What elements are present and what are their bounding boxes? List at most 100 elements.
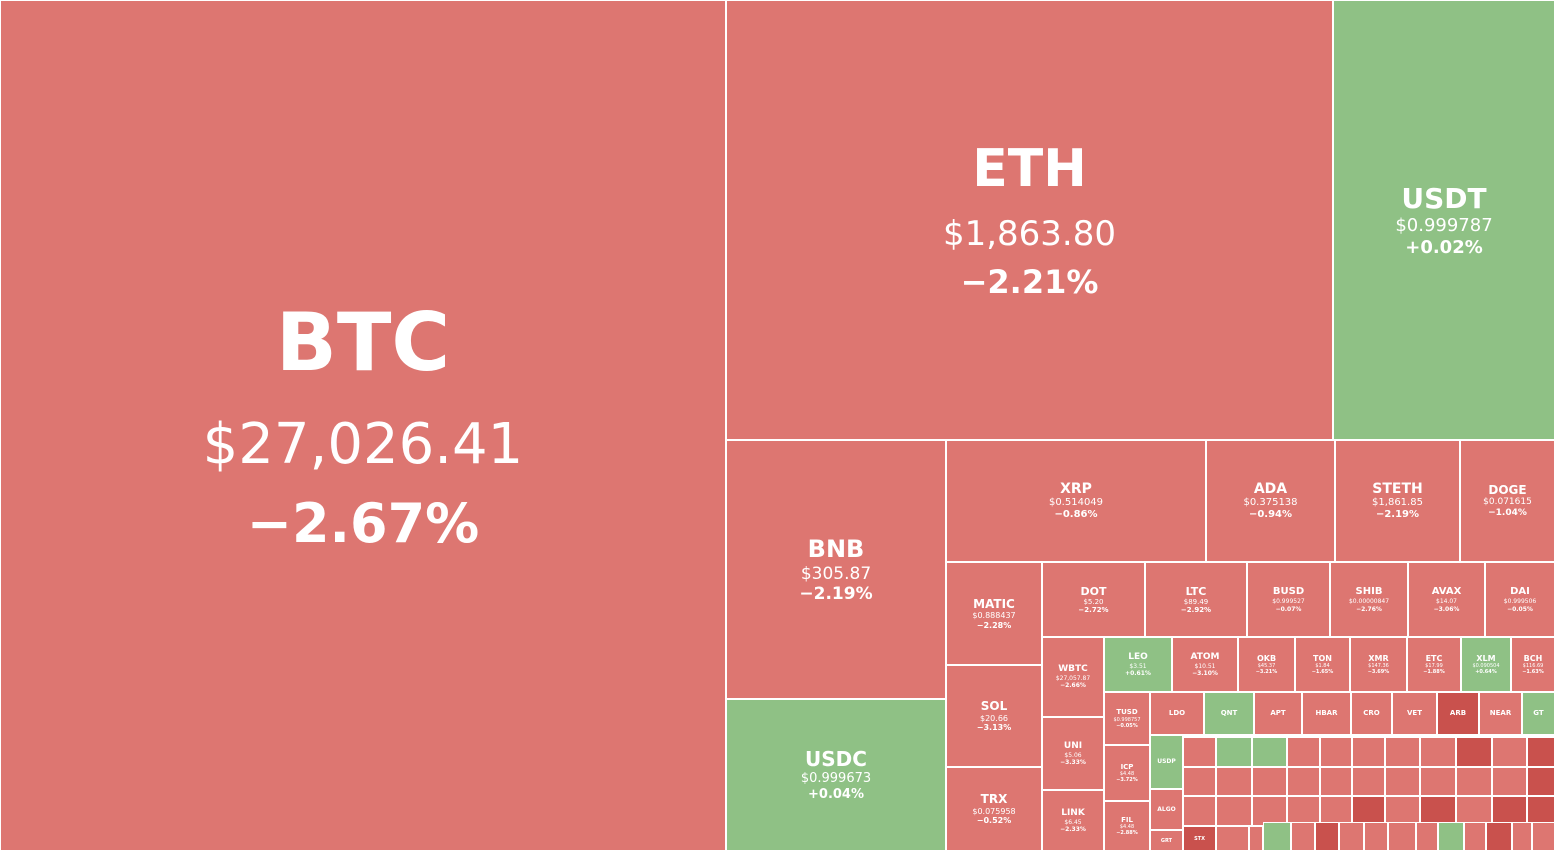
tile-small[interactable] bbox=[1183, 796, 1216, 826]
tile-arb[interactable]: ARB bbox=[1437, 692, 1479, 735]
tile-ldo[interactable]: LDO bbox=[1150, 692, 1204, 735]
tile-small[interactable] bbox=[1456, 767, 1492, 796]
tile-small[interactable] bbox=[1456, 796, 1492, 826]
tile-small[interactable] bbox=[1512, 822, 1532, 851]
tile-ada[interactable]: ADA $0.375138 −0.94% bbox=[1206, 440, 1335, 562]
tile-small[interactable] bbox=[1216, 796, 1252, 826]
tile-hbar[interactable]: HBAR bbox=[1302, 692, 1351, 735]
tile-busd[interactable]: BUSD $0.999527 −0.07% bbox=[1247, 562, 1330, 637]
tile-small[interactable] bbox=[1249, 826, 1263, 851]
tile-tusd[interactable]: TUSD $0.998757 −0.05% bbox=[1104, 692, 1150, 745]
tile-wbtc[interactable]: WBTC $27,057.87 −2.66% bbox=[1042, 637, 1104, 717]
tile-bnb[interactable]: BNB $305.87 −2.19% bbox=[726, 440, 946, 699]
tile-small[interactable] bbox=[1252, 767, 1287, 796]
tile-xmr[interactable]: XMR $147.36 −3.69% bbox=[1350, 637, 1407, 692]
tile-ton[interactable]: TON $1.84 −1.65% bbox=[1295, 637, 1350, 692]
tile-small[interactable] bbox=[1287, 767, 1320, 796]
tile-steth[interactable]: STETH $1,861.85 −2.19% bbox=[1335, 440, 1460, 562]
change-label: −2.19% bbox=[1375, 509, 1420, 521]
tile-small[interactable] bbox=[1183, 737, 1216, 767]
tile-atom[interactable]: ATOM $10.51 −3.10% bbox=[1172, 637, 1238, 692]
tile-sol[interactable]: SOL $20.66 −3.13% bbox=[946, 665, 1042, 767]
change-label: −3.33% bbox=[1060, 758, 1086, 766]
tile-trx[interactable]: TRX $0.075958 −0.52% bbox=[946, 767, 1042, 851]
tile-small[interactable] bbox=[1492, 767, 1527, 796]
tile-eth[interactable]: ETH $1,863.80 −2.21% bbox=[726, 0, 1333, 440]
tile-small[interactable] bbox=[1352, 796, 1385, 826]
tile-small[interactable] bbox=[1456, 737, 1492, 767]
price-label: $0.998757 bbox=[1113, 716, 1141, 723]
tile-vet[interactable]: VET bbox=[1392, 692, 1437, 735]
tile-small[interactable] bbox=[1385, 737, 1420, 767]
tile-small[interactable] bbox=[1291, 822, 1315, 851]
tile-small[interactable] bbox=[1339, 822, 1364, 851]
price-label: $147.36 bbox=[1368, 663, 1389, 670]
tile-grt[interactable]: GRT bbox=[1150, 830, 1183, 851]
tile-small[interactable] bbox=[1252, 796, 1287, 826]
tile-dot[interactable]: DOT $5.20 −2.72% bbox=[1042, 562, 1145, 637]
change-label: −2.66% bbox=[1060, 682, 1086, 690]
tile-xlm[interactable]: XLM $0.090504 +0.64% bbox=[1461, 637, 1511, 692]
tile-algo[interactable]: ALGO bbox=[1150, 789, 1183, 830]
change-label: +0.64% bbox=[1475, 669, 1497, 676]
tile-apt[interactable]: APT bbox=[1254, 692, 1302, 735]
symbol-label: ETH bbox=[972, 139, 1087, 200]
tile-small[interactable] bbox=[1263, 822, 1291, 851]
tile-dai[interactable]: DAI $0.999506 −0.05% bbox=[1485, 562, 1555, 637]
tile-small[interactable] bbox=[1320, 737, 1352, 767]
symbol-label: XMR bbox=[1368, 653, 1389, 663]
tile-small[interactable] bbox=[1315, 822, 1339, 851]
tile-small[interactable] bbox=[1216, 737, 1252, 767]
tile-small[interactable] bbox=[1420, 737, 1456, 767]
tile-small[interactable] bbox=[1385, 767, 1420, 796]
tile-small[interactable] bbox=[1527, 737, 1555, 767]
tile-bch[interactable]: BCH $116.69 −1.63% bbox=[1511, 637, 1555, 692]
tile-small[interactable] bbox=[1352, 767, 1385, 796]
tile-small[interactable] bbox=[1420, 767, 1456, 796]
tile-small[interactable] bbox=[1183, 767, 1216, 796]
tile-qnt[interactable]: QNT bbox=[1204, 692, 1254, 735]
tile-small[interactable] bbox=[1464, 822, 1486, 851]
tile-small[interactable] bbox=[1388, 822, 1416, 851]
tile-small[interactable] bbox=[1492, 737, 1527, 767]
change-label: +0.02% bbox=[1405, 236, 1483, 258]
price-label: $116.69 bbox=[1522, 663, 1544, 670]
tile-small[interactable] bbox=[1532, 822, 1555, 851]
tile-icp[interactable]: ICP $4.48 −3.72% bbox=[1104, 745, 1150, 801]
tile-small[interactable] bbox=[1486, 822, 1512, 851]
tile-doge[interactable]: DOGE $0.071615 −1.04% bbox=[1460, 440, 1555, 562]
tile-gt[interactable]: GT bbox=[1522, 692, 1555, 735]
tile-btc[interactable]: BTC $27,026.41 −2.67% bbox=[0, 0, 726, 851]
tile-fil[interactable]: FIL $4.48 −2.88% bbox=[1104, 801, 1150, 851]
tile-okb[interactable]: OKB $45.37 −3.21% bbox=[1238, 637, 1295, 692]
tile-small[interactable] bbox=[1364, 822, 1388, 851]
tile-ltc[interactable]: LTC $89.49 −2.92% bbox=[1145, 562, 1247, 637]
tile-avax[interactable]: AVAX $14.07 −3.06% bbox=[1408, 562, 1485, 637]
tile-small[interactable] bbox=[1320, 767, 1352, 796]
tile-link[interactable]: LINK $6.45 −2.33% bbox=[1042, 790, 1104, 851]
tile-small[interactable] bbox=[1352, 737, 1385, 767]
tile-small[interactable] bbox=[1438, 822, 1464, 851]
tile-small[interactable] bbox=[1216, 826, 1249, 851]
tile-usdp[interactable]: USDP bbox=[1150, 735, 1183, 789]
tile-uni[interactable]: UNI $5.06 −3.33% bbox=[1042, 717, 1104, 790]
tile-matic[interactable]: MATIC $0.888437 −2.28% bbox=[946, 562, 1042, 665]
tile-xrp[interactable]: XRP $0.514049 −0.86% bbox=[946, 440, 1206, 562]
tile-small[interactable] bbox=[1252, 737, 1287, 767]
tile-small[interactable] bbox=[1287, 737, 1320, 767]
tile-shib[interactable]: SHIB $0.00000847 −2.76% bbox=[1330, 562, 1408, 637]
tile-small[interactable] bbox=[1416, 822, 1438, 851]
tile-cro[interactable]: CRO bbox=[1351, 692, 1392, 735]
tile-usdc[interactable]: USDC $0.999673 +0.04% bbox=[726, 699, 946, 851]
change-label: −0.52% bbox=[976, 816, 1012, 826]
tile-etc[interactable]: ETC $17.99 −1.88% bbox=[1407, 637, 1461, 692]
tile-small[interactable] bbox=[1420, 796, 1456, 826]
tile-small[interactable] bbox=[1320, 796, 1352, 826]
tile-usdt[interactable]: USDT $0.999787 +0.02% bbox=[1333, 0, 1555, 440]
tile-stx[interactable]: STX bbox=[1183, 826, 1216, 851]
tile-small[interactable] bbox=[1216, 767, 1252, 796]
tile-near[interactable]: NEAR bbox=[1479, 692, 1522, 735]
tile-leo[interactable]: LEO $3.51 +0.61% bbox=[1104, 637, 1172, 692]
price-label: $0.888437 bbox=[972, 611, 1016, 621]
tile-small[interactable] bbox=[1527, 767, 1555, 796]
